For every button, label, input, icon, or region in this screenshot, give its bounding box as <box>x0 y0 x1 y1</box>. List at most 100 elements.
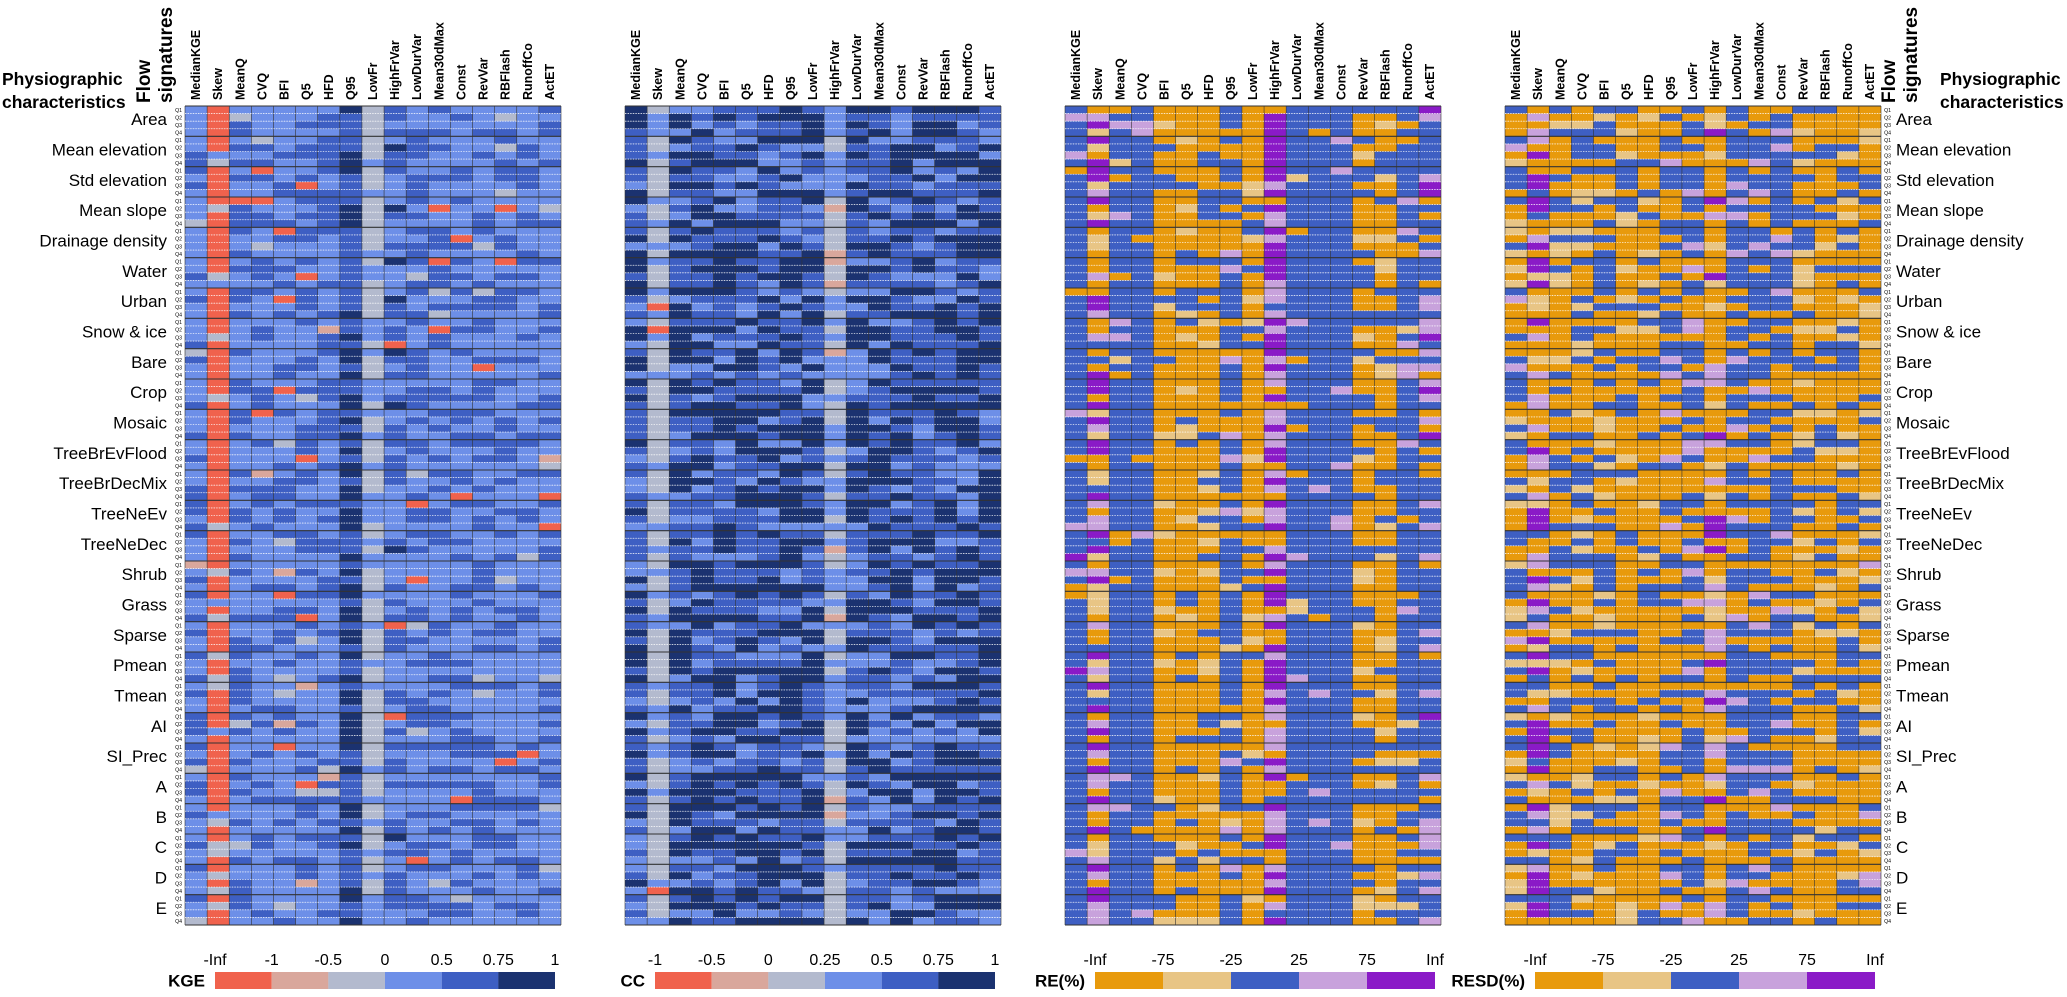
svg-text:Q2: Q2 <box>175 631 182 637</box>
svg-text:Q2: Q2 <box>175 692 182 698</box>
svg-text:Bare: Bare <box>131 353 167 372</box>
svg-text:Q4: Q4 <box>175 586 182 592</box>
svg-text:Q1: Q1 <box>175 229 182 235</box>
svg-text:Q4: Q4 <box>175 131 182 137</box>
svg-text:Q1: Q1 <box>175 836 182 842</box>
svg-text:LowDurVar: LowDurVar <box>1290 34 1304 100</box>
svg-text:RBFlash: RBFlash <box>499 49 513 100</box>
svg-text:Q4: Q4 <box>175 191 182 197</box>
svg-text:Q1: Q1 <box>175 169 182 175</box>
svg-text:Q1: Q1 <box>175 472 182 478</box>
svg-text:Q4: Q4 <box>175 737 182 743</box>
svg-text:Flow: Flow <box>1879 60 1900 103</box>
svg-text:Mean elevation: Mean elevation <box>52 141 167 160</box>
svg-text:Q1: Q1 <box>175 138 182 144</box>
svg-text:Q1: Q1 <box>175 624 182 630</box>
svg-text:Q3: Q3 <box>175 639 182 645</box>
svg-text:Q4: Q4 <box>175 707 182 713</box>
svg-text:Q95: Q95 <box>1224 76 1238 100</box>
svg-text:Q1: Q1 <box>175 351 182 357</box>
svg-text:Q2: Q2 <box>175 813 182 819</box>
svg-text:Snow & ice: Snow & ice <box>82 323 167 342</box>
svg-text:MedianKGE: MedianKGE <box>1069 30 1083 100</box>
svg-text:RevVar: RevVar <box>477 57 491 100</box>
svg-text:Q2: Q2 <box>175 540 182 546</box>
svg-text:RevVar: RevVar <box>1357 57 1371 100</box>
svg-text:MeanQ: MeanQ <box>233 58 247 100</box>
svg-text:Q3: Q3 <box>175 366 182 372</box>
svg-text:Q1: Q1 <box>175 866 182 872</box>
svg-text:Q4: Q4 <box>175 859 182 865</box>
svg-text:TreeNeDec: TreeNeDec <box>81 535 168 554</box>
svg-text:Q3: Q3 <box>175 851 182 857</box>
svg-text:Q4: Q4 <box>175 252 182 258</box>
svg-text:Q2: Q2 <box>175 267 182 273</box>
svg-text:Grass: Grass <box>122 596 167 615</box>
svg-text:BFI: BFI <box>718 80 732 100</box>
svg-text:Q5: Q5 <box>300 83 314 100</box>
svg-text:Q3: Q3 <box>175 184 182 190</box>
svg-text:characteristics: characteristics <box>1940 92 2064 112</box>
svg-text:HFD: HFD <box>762 74 776 100</box>
svg-text:Q1: Q1 <box>175 563 182 569</box>
svg-text:signatures: signatures <box>1901 7 1922 103</box>
svg-text:Q3: Q3 <box>175 881 182 887</box>
svg-text:RBFlash: RBFlash <box>939 49 953 100</box>
svg-text:MedianKGE: MedianKGE <box>189 30 203 100</box>
svg-text:Q4: Q4 <box>175 161 182 167</box>
svg-text:RunoffCo: RunoffCo <box>1401 43 1415 100</box>
svg-text:Crop: Crop <box>130 383 167 402</box>
svg-text:Q3: Q3 <box>175 305 182 311</box>
svg-text:Q2: Q2 <box>175 510 182 516</box>
svg-text:AI: AI <box>151 717 167 736</box>
svg-text:Drainage density: Drainage density <box>39 232 167 251</box>
svg-text:Q1: Q1 <box>175 654 182 660</box>
svg-text:Q95: Q95 <box>784 76 798 100</box>
svg-text:TreeNeEv: TreeNeEv <box>91 505 167 524</box>
svg-text:Water: Water <box>122 262 167 281</box>
svg-text:Q1: Q1 <box>175 320 182 326</box>
svg-text:Q3: Q3 <box>175 760 182 766</box>
svg-text:Q4: Q4 <box>175 525 182 531</box>
svg-text:Q2: Q2 <box>175 328 182 334</box>
svg-text:HFD: HFD <box>1202 74 1216 100</box>
svg-text:Q4: Q4 <box>175 798 182 804</box>
svg-text:Mosaic: Mosaic <box>113 414 167 433</box>
svg-text:Q3: Q3 <box>175 699 182 705</box>
svg-text:Q4: Q4 <box>175 343 182 349</box>
svg-text:Q3: Q3 <box>175 821 182 827</box>
svg-text:characteristics: characteristics <box>2 92 126 112</box>
svg-text:E: E <box>156 899 167 918</box>
svg-text:Q1: Q1 <box>175 411 182 417</box>
svg-text:Flow: Flow <box>134 60 155 103</box>
svg-text:Q3: Q3 <box>175 275 182 281</box>
svg-text:Q3: Q3 <box>175 730 182 736</box>
svg-text:Q1: Q1 <box>175 806 182 812</box>
svg-text:HighFrVar: HighFrVar <box>388 40 402 100</box>
svg-text:TreeBrEvFlood: TreeBrEvFlood <box>53 444 167 463</box>
svg-text:Q2: Q2 <box>175 449 182 455</box>
svg-text:Q4: Q4 <box>175 677 182 683</box>
svg-text:Shrub: Shrub <box>122 565 167 584</box>
svg-text:Q3: Q3 <box>175 608 182 614</box>
svg-text:B: B <box>156 808 167 827</box>
svg-text:Q4: Q4 <box>175 616 182 622</box>
svg-text:HighFrVar: HighFrVar <box>828 40 842 100</box>
svg-text:Q1: Q1 <box>175 745 182 751</box>
svg-text:Q4: Q4 <box>175 646 182 652</box>
svg-text:Q3: Q3 <box>175 487 182 493</box>
svg-text:Q3: Q3 <box>175 396 182 402</box>
svg-text:MeanQ: MeanQ <box>1113 58 1127 100</box>
svg-text:Q4: Q4 <box>175 313 182 319</box>
svg-text:Q1: Q1 <box>175 715 182 721</box>
svg-text:Q2: Q2 <box>175 874 182 880</box>
svg-text:Mean30dMax: Mean30dMax <box>1312 22 1326 100</box>
svg-text:Q2: Q2 <box>175 237 182 243</box>
svg-text:Q2: Q2 <box>175 783 182 789</box>
svg-text:Q3: Q3 <box>175 517 182 523</box>
svg-text:Q4: Q4 <box>175 828 182 834</box>
svg-text:signatures: signatures <box>156 7 177 103</box>
svg-text:Q3: Q3 <box>175 335 182 341</box>
svg-text:Q4: Q4 <box>175 768 182 774</box>
svg-text:Const: Const <box>455 64 469 100</box>
